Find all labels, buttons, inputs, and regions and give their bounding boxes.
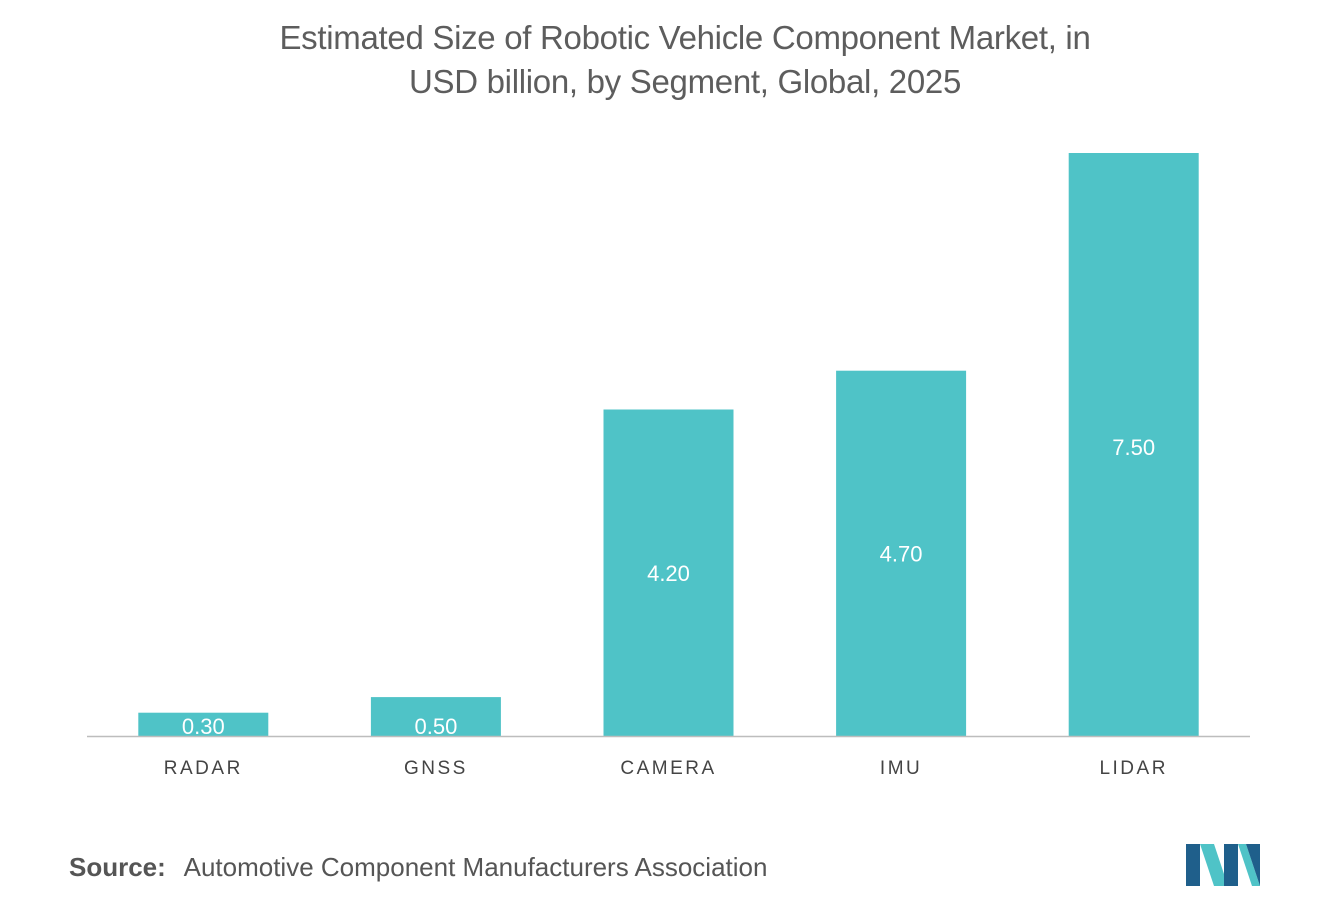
bar-imu [836,370,967,736]
bar-radar [138,712,269,736]
chart-title: Estimated Size of Robotic Vehicle Compon… [0,16,1334,104]
value-label-radar: 0.30 [182,714,225,739]
category-label-radar: RADAR [164,758,243,779]
brand-logo-icon [1186,844,1260,886]
bar-gnss [370,697,501,736]
chart-title-line-2: USD billion, by Segment, Global, 2025 [408,63,962,100]
category-label-lidar: LIDAR [1099,758,1167,779]
bar-lidar [1068,153,1199,736]
bar-chart: 0.30 0.50 4.20 4.70 7.50 RADAR GNSS CAMERA IMU L… [87,153,1250,779]
value-label-camera: 4.20 [647,561,690,586]
bar-camera [603,409,734,736]
source-note: Source: Automotive Component Manufacture… [69,852,767,883]
value-label-gnss: 0.50 [414,714,457,739]
value-labels-group: 0.30 0.50 4.20 4.70 7.50 [182,435,1155,739]
category-labels-group: RADAR GNSS CAMERA IMU LIDAR [164,758,1167,779]
chart-title-line-1: Estimated Size of Robotic Vehicle Compon… [279,19,1091,56]
source-text: Automotive Component Manufacturers Assoc… [183,852,768,882]
value-label-imu: 4.70 [880,541,923,566]
bars-group [138,153,1199,736]
source-label: Source: [69,852,166,882]
category-label-gnss: GNSS [404,758,468,779]
value-label-lidar: 7.50 [1112,435,1155,460]
category-label-imu: IMU [880,758,922,779]
category-label-camera: CAMERA [620,758,716,779]
